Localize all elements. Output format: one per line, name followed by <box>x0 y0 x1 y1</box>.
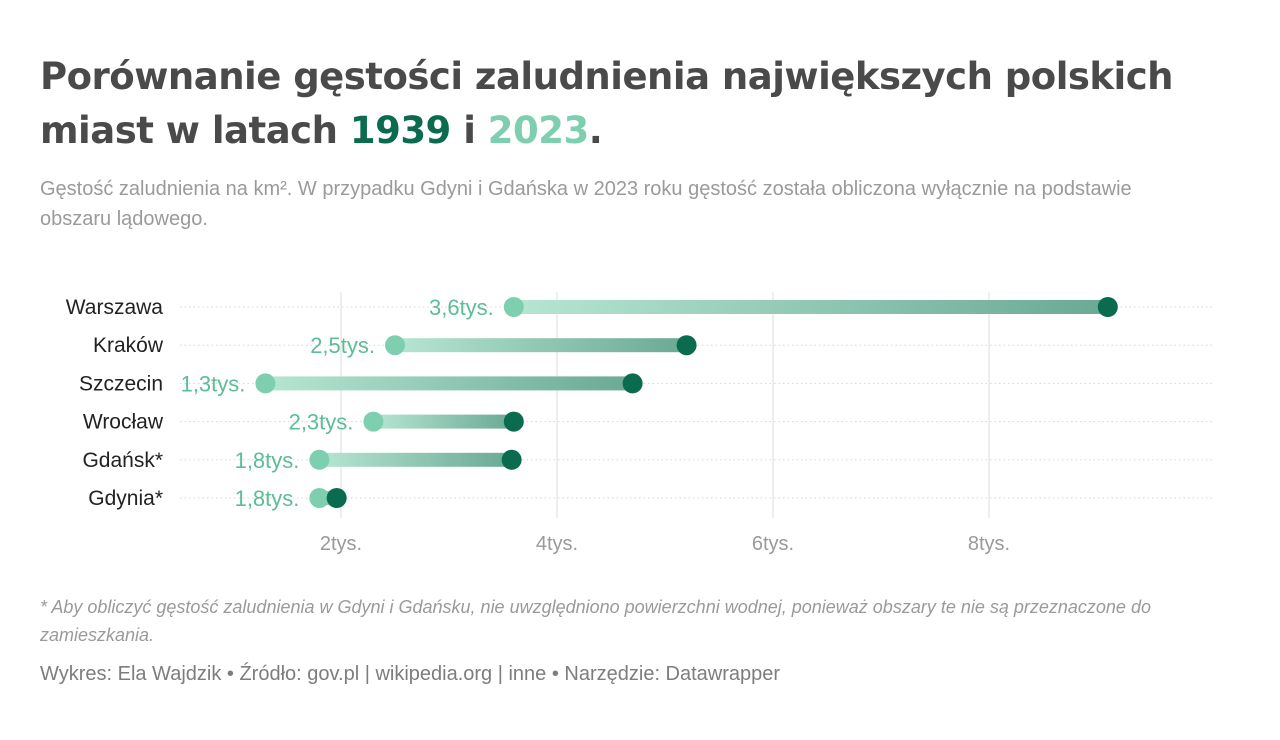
value-label-2023: 2,5tys. <box>310 333 375 358</box>
title-end: . <box>588 109 603 152</box>
dot-2023 <box>385 335 405 356</box>
x-tick-label: 4tys. <box>536 533 578 555</box>
dot-1939 <box>326 488 347 508</box>
dot-1939 <box>1097 297 1118 317</box>
dot-2023 <box>309 488 330 508</box>
category-label: Wrocław <box>83 411 164 434</box>
value-label-2023: 1,8tys. <box>235 486 300 511</box>
dot-1939 <box>501 449 522 470</box>
dot-1939 <box>676 335 697 356</box>
x-tick-label: 2tys. <box>320 533 362 555</box>
title-year-1939: 1939 <box>349 109 451 152</box>
dot-2023 <box>309 449 330 470</box>
x-axis-ticks: 2tys. 4tys. 6tys. 8tys. <box>320 533 1010 555</box>
grid-lines <box>340 292 990 518</box>
footnote: * Aby obliczyć gęstość zaludnienia w Gdy… <box>40 597 1151 645</box>
dot-2023 <box>255 373 276 394</box>
chart-svg: Warszawa Kraków Szczecin Wrocław Gdańsk* Gdyn… <box>66 292 1215 555</box>
chart-title: Porównanie gęstości zaludnienia najwięks… <box>40 50 1240 158</box>
category-label: Szczecin <box>79 372 163 395</box>
dot-2023 <box>503 297 524 317</box>
chart-subtitle: Gęstość zaludnienia na km². W przypadku … <box>40 178 1132 230</box>
dumbbell-bar <box>265 376 633 391</box>
title-connector: i <box>450 109 488 152</box>
dumbbell-bar <box>513 300 1108 314</box>
category-label: Warszawa <box>66 296 164 319</box>
x-tick-label: 6tys. <box>752 533 794 555</box>
dot-1939 <box>503 411 524 432</box>
dumbbell-chart: Warszawa Kraków Szczecin Wrocław Gdańsk* Gdyn… <box>0 280 1280 574</box>
credits: Wykres: Ela Wajdzik • Źródło: gov.pl | w… <box>40 663 781 685</box>
category-label: Gdynia* <box>88 487 163 510</box>
title-year-2023: 2023 <box>487 109 589 152</box>
dumbbell-bar <box>373 414 514 429</box>
dot-1939 <box>622 373 643 394</box>
category-labels: Warszawa Kraków Szczecin Wrocław Gdańsk* Gdyn… <box>66 296 164 510</box>
dumbbell-bars <box>255 297 1118 508</box>
value-label-2023: 3,6tys. <box>429 295 494 320</box>
dumbbell-bar <box>395 338 687 353</box>
value-label-2023: 1,3tys. <box>181 371 246 396</box>
value-labels: 3,6tys. 2,5tys. 1,3tys. 2,3tys. 1,8tys. 1,8ty… <box>181 295 494 511</box>
x-tick-label: 8tys. <box>968 533 1010 555</box>
value-label-2023: 2,3tys. <box>289 410 354 435</box>
dot-2023 <box>363 411 384 432</box>
dumbbell-bar <box>319 452 512 467</box>
value-label-2023: 1,8tys. <box>235 448 300 473</box>
category-label: Gdańsk* <box>82 449 163 472</box>
title-text: Porównanie gęstości zaludnienia najwięks… <box>40 55 1173 152</box>
category-label: Kraków <box>93 334 164 357</box>
